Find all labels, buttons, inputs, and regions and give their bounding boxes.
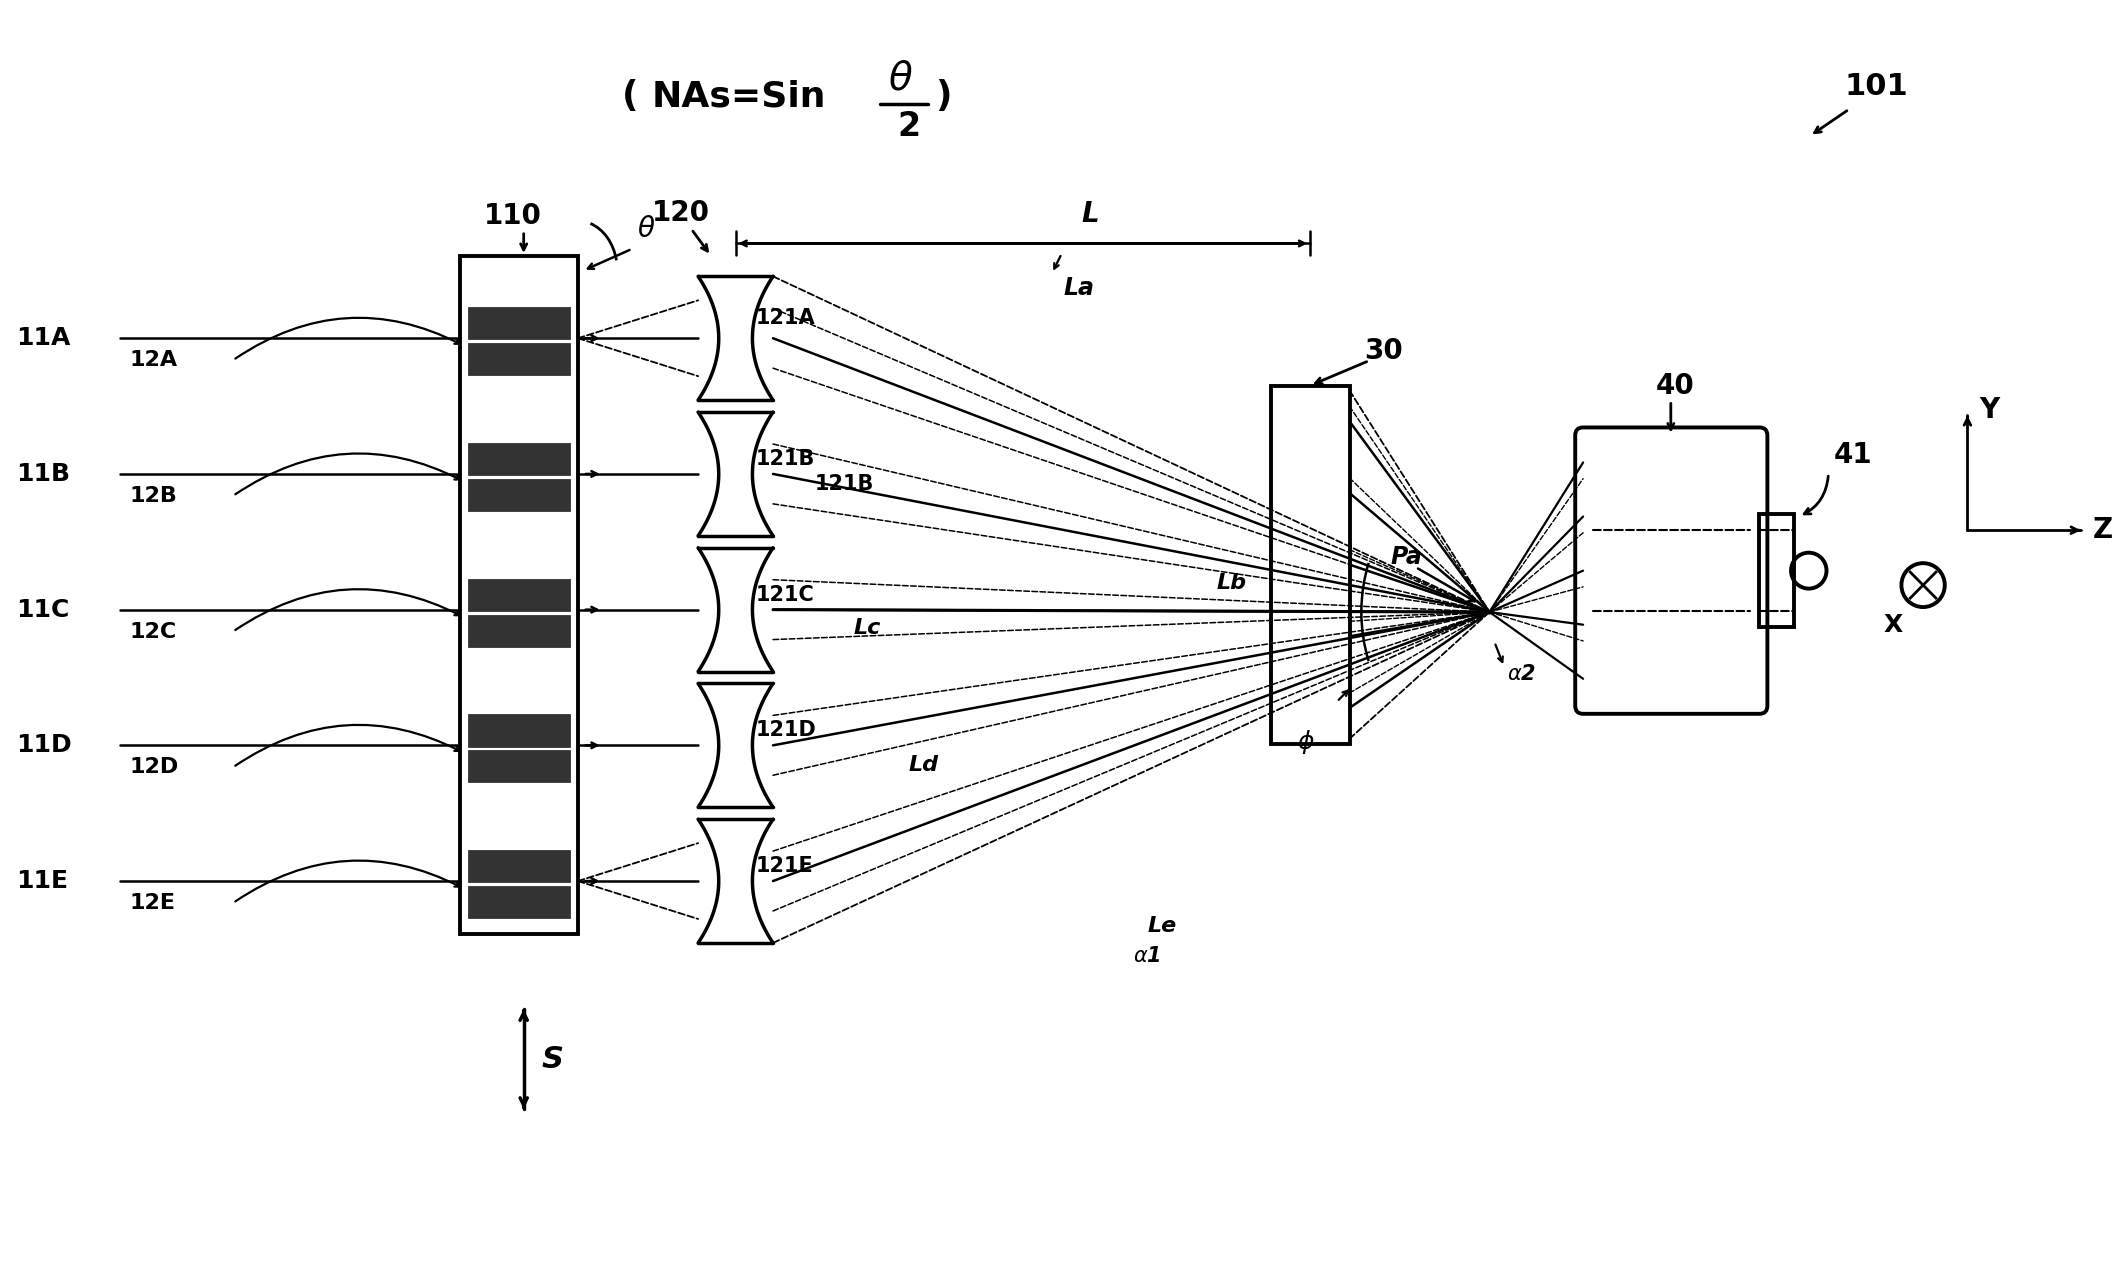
Text: $\alpha$2: $\alpha$2 xyxy=(1508,664,1535,683)
Text: 11D: 11D xyxy=(17,734,72,758)
Text: 110: 110 xyxy=(484,202,543,230)
Text: 11C: 11C xyxy=(17,597,70,621)
Text: 12C: 12C xyxy=(129,621,177,642)
Text: (: ( xyxy=(623,80,638,114)
Bar xyxy=(467,715,570,746)
Text: Lb: Lb xyxy=(1217,572,1246,592)
Bar xyxy=(467,615,570,647)
Bar xyxy=(467,850,570,883)
Text: 40: 40 xyxy=(1656,371,1694,399)
Text: 2: 2 xyxy=(898,110,921,143)
Text: La: La xyxy=(1064,277,1094,301)
Bar xyxy=(467,885,570,918)
Text: $\alpha$1: $\alpha$1 xyxy=(1132,946,1162,966)
Text: NAs=Sin: NAs=Sin xyxy=(653,80,826,114)
Text: $\theta$: $\theta$ xyxy=(638,215,655,242)
Text: 101: 101 xyxy=(1844,72,1907,101)
Text: 30: 30 xyxy=(1364,337,1402,365)
Text: 121A: 121A xyxy=(756,308,815,328)
Text: Y: Y xyxy=(1979,397,2000,424)
Text: 121E: 121E xyxy=(756,856,813,877)
Text: ): ) xyxy=(936,80,953,114)
Text: 121B: 121B xyxy=(815,474,874,494)
Text: X: X xyxy=(1884,613,1903,637)
Text: Le: Le xyxy=(1147,916,1176,936)
Text: L: L xyxy=(1081,200,1098,227)
Bar xyxy=(467,344,570,375)
Text: 120: 120 xyxy=(653,200,710,227)
Text: 121C: 121C xyxy=(756,585,813,605)
Bar xyxy=(1759,514,1793,628)
Text: 121B: 121B xyxy=(756,448,815,469)
Text: S: S xyxy=(541,1045,564,1074)
Text: Lc: Lc xyxy=(853,618,881,638)
Text: $\phi$: $\phi$ xyxy=(1297,727,1316,755)
Bar xyxy=(467,307,570,340)
Text: 11E: 11E xyxy=(17,869,68,893)
Bar xyxy=(467,750,570,782)
Text: Pa: Pa xyxy=(1392,546,1423,570)
Text: 12D: 12D xyxy=(129,758,180,777)
Text: 11B: 11B xyxy=(17,462,70,486)
Bar xyxy=(460,256,579,935)
Text: 41: 41 xyxy=(1833,441,1871,470)
Text: 121D: 121D xyxy=(756,720,815,740)
Text: 12B: 12B xyxy=(129,486,177,506)
Bar xyxy=(467,479,570,512)
Text: Ld: Ld xyxy=(908,755,938,775)
Text: $\theta$: $\theta$ xyxy=(889,59,912,97)
Text: 11A: 11A xyxy=(17,326,70,350)
Text: Z: Z xyxy=(2093,517,2112,544)
Text: 12E: 12E xyxy=(129,893,175,913)
Bar xyxy=(1271,385,1350,744)
Bar xyxy=(467,578,570,611)
Bar xyxy=(467,443,570,475)
Text: 12A: 12A xyxy=(129,350,177,370)
